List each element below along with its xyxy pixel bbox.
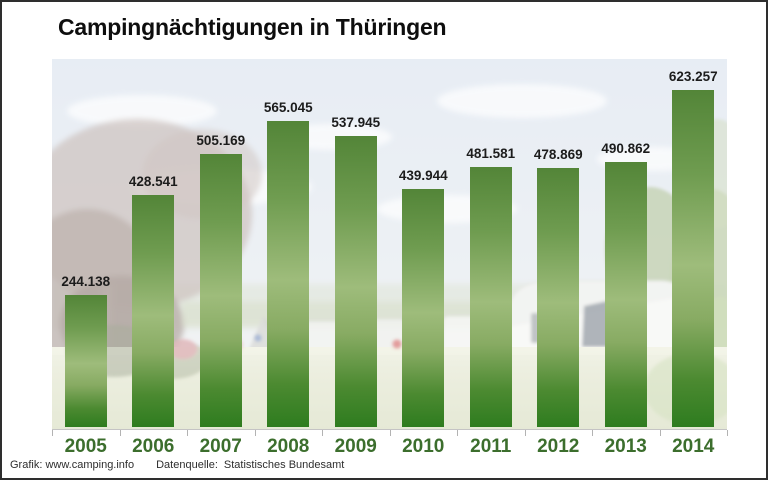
x-axis-tick — [119, 430, 121, 436]
bar-value-label: 244.138 — [61, 274, 111, 289]
x-axis-year-label: 2009 — [334, 436, 377, 457]
credit-source-value: Statistisches Bundesamt — [223, 459, 345, 471]
bar-value-label: 505.169 — [196, 133, 246, 148]
bar-2006 — [132, 195, 175, 427]
x-axis-tick — [727, 430, 728, 436]
credits: Grafik: www.camping.info Datenquelle: Stat… — [10, 459, 344, 471]
bar-value-label: 537.945 — [331, 115, 381, 130]
bar-2011 — [469, 167, 512, 427]
x-axis-tick — [254, 430, 256, 436]
x-axis-year-label: 2005 — [64, 436, 107, 457]
bar-value-label: 481.581 — [466, 146, 516, 161]
x-axis-year-label: 2007 — [199, 436, 242, 457]
bar-value-label: 565.045 — [263, 100, 313, 115]
red-figure — [392, 339, 402, 349]
bar-value-label: 439.944 — [398, 168, 448, 183]
bar-2005 — [64, 295, 107, 427]
bar-value-label: 490.862 — [601, 141, 651, 156]
bar-2007 — [199, 154, 242, 427]
x-axis-year-label: 2013 — [604, 436, 647, 457]
credit-grafik: Grafik: www.camping.info — [10, 459, 135, 471]
bar-2009 — [334, 136, 377, 427]
credit-source-label: Datenquelle: — [156, 459, 218, 471]
x-axis-year-label: 2010 — [402, 436, 445, 457]
bar-value-label: 428.541 — [128, 174, 178, 189]
x-axis-year-label: 2014 — [672, 436, 715, 457]
bar-2012 — [537, 168, 580, 427]
x-axis-tick — [592, 430, 593, 436]
pink-flower-bush — [169, 339, 197, 359]
bar-2010 — [402, 189, 445, 427]
blue-figure — [254, 334, 262, 342]
chart-title: Campingnächtigungen in Thüringen — [58, 14, 447, 40]
x-axis-year-label: 2011 — [470, 436, 512, 457]
x-axis-tick — [389, 430, 391, 436]
x-axis-tick — [187, 430, 188, 436]
x-axis-year-label: 2006 — [132, 436, 175, 457]
x-axis-tick — [322, 430, 323, 436]
bar-2014 — [672, 90, 715, 427]
bar-value-label: 623.257 — [668, 69, 718, 84]
x-axis-tick — [457, 430, 458, 436]
x-axis-year-label: 2008 — [267, 436, 310, 457]
bar-value-label: 478.869 — [533, 147, 583, 162]
bar-2008 — [267, 121, 310, 427]
x-axis-year-label: 2012 — [537, 436, 580, 457]
x-axis-tick — [52, 430, 53, 436]
x-axis-tick — [524, 430, 526, 436]
x-axis-tick — [659, 430, 661, 436]
bar-2013 — [604, 162, 647, 427]
